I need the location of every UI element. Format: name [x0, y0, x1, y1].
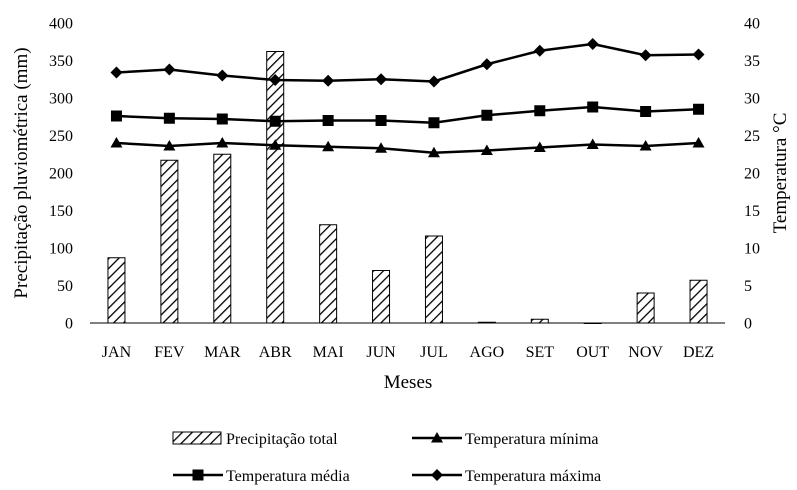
precip-bar [107, 257, 126, 324]
legend-label: Temperatura máxima [465, 468, 601, 485]
y-tick-label: 400 [49, 16, 73, 33]
x-tick-label: DEZ [683, 344, 714, 361]
y2-tick-label: 0 [744, 316, 752, 333]
temp-point [163, 112, 175, 124]
temp-point [216, 137, 229, 148]
precip-bar [689, 279, 708, 324]
temp-point [693, 103, 705, 115]
x-tick-label: FEV [154, 344, 185, 361]
y-tick-label: 300 [49, 91, 73, 108]
y2-tick-label: 5 [744, 278, 752, 295]
x-tick-label: JUL [420, 344, 448, 361]
temp-point [427, 146, 440, 158]
temp-line [116, 141, 699, 154]
temp-point [322, 140, 335, 152]
precip-bar [530, 318, 549, 324]
y-tick-label: 350 [49, 53, 73, 70]
temp-point [375, 73, 388, 86]
y-tick-label: 200 [49, 166, 73, 183]
x-tick-label: MAI [313, 344, 344, 361]
temp-point [216, 113, 228, 125]
y-axis-title: Precipitação pluviométrica (mm) [11, 47, 32, 298]
legend: Precipitação total Temperatura mínima Temp… [172, 431, 601, 485]
temp-point [375, 115, 387, 126]
temp-point [640, 106, 652, 117]
temp-point [428, 117, 440, 129]
temp-line [116, 42, 699, 83]
temp-point [480, 58, 493, 71]
temp-point [692, 137, 705, 148]
temp-line [116, 105, 699, 124]
y2-tick-label: 30 [744, 91, 760, 108]
legend-label: Temperatura mínima [465, 431, 599, 448]
y-tick-label: 100 [49, 241, 73, 258]
legend-marker [192, 469, 204, 481]
temp-point [533, 141, 546, 152]
legend-label: Precipitação total [226, 431, 338, 448]
precip-bar [636, 292, 655, 324]
y-tick-label: 50 [57, 278, 73, 295]
temp-point [322, 115, 334, 126]
x-tick-label: JAN [102, 344, 132, 361]
x-tick-label: NOV [628, 344, 663, 361]
legend-marker [431, 432, 443, 443]
temp-point [639, 49, 652, 62]
temp-point [427, 75, 440, 88]
x-tick-label: AGO [470, 344, 505, 361]
x-tick-label: MAR [204, 344, 241, 361]
temp-point [110, 137, 123, 148]
plot-area: 0 50 100 150 200 250 300 350 400 0 5 10 15 20 25 30 35 40… [49, 16, 760, 362]
temp-point [534, 105, 546, 117]
temp-point [322, 74, 335, 87]
precip-bar [213, 153, 232, 324]
x-axis-title: Meses [384, 372, 433, 393]
temp-point [692, 48, 705, 61]
temp-point [110, 110, 122, 122]
precip-bar [424, 235, 443, 324]
x-tick-label: OUT [576, 344, 609, 361]
x-tick-label: SET [526, 344, 555, 361]
temp-point [110, 66, 123, 79]
y2-axis-title: Temperatura °C [770, 113, 791, 234]
x-tick-label: JUN [366, 344, 396, 361]
y2-tick-label: 40 [744, 16, 760, 33]
temp-point [163, 140, 176, 151]
temp-point [586, 138, 599, 149]
y2-tick-label: 10 [744, 241, 760, 258]
temp-point [587, 101, 599, 113]
legend-label: Temperatura média [226, 468, 350, 485]
y2-tick-label: 20 [744, 166, 760, 183]
temp-point [639, 140, 652, 151]
temp-point [269, 139, 282, 150]
legend-bar-swatch [172, 431, 222, 445]
y-tick-label: 250 [49, 128, 73, 145]
precip-bar [266, 51, 285, 324]
temp-point [586, 38, 599, 50]
y2-tick-label: 25 [744, 128, 760, 145]
y-tick-label: 150 [49, 203, 73, 220]
y2-tick-label: 35 [744, 53, 760, 70]
precip-bar [319, 224, 338, 324]
temp-point [481, 109, 493, 121]
temp-point [533, 44, 546, 57]
temp-point [269, 74, 282, 86]
precip-bar [160, 159, 179, 324]
temp-point [375, 142, 388, 153]
temp-point [163, 63, 176, 76]
temp-point [480, 144, 493, 155]
x-tick-label: ABR [259, 344, 292, 361]
precip-bar [372, 270, 391, 324]
y2-tick-label: 15 [744, 203, 760, 220]
temp-point [216, 69, 229, 82]
legend-marker [431, 469, 443, 481]
temp-point [269, 115, 281, 127]
y-tick-label: 0 [65, 316, 73, 333]
